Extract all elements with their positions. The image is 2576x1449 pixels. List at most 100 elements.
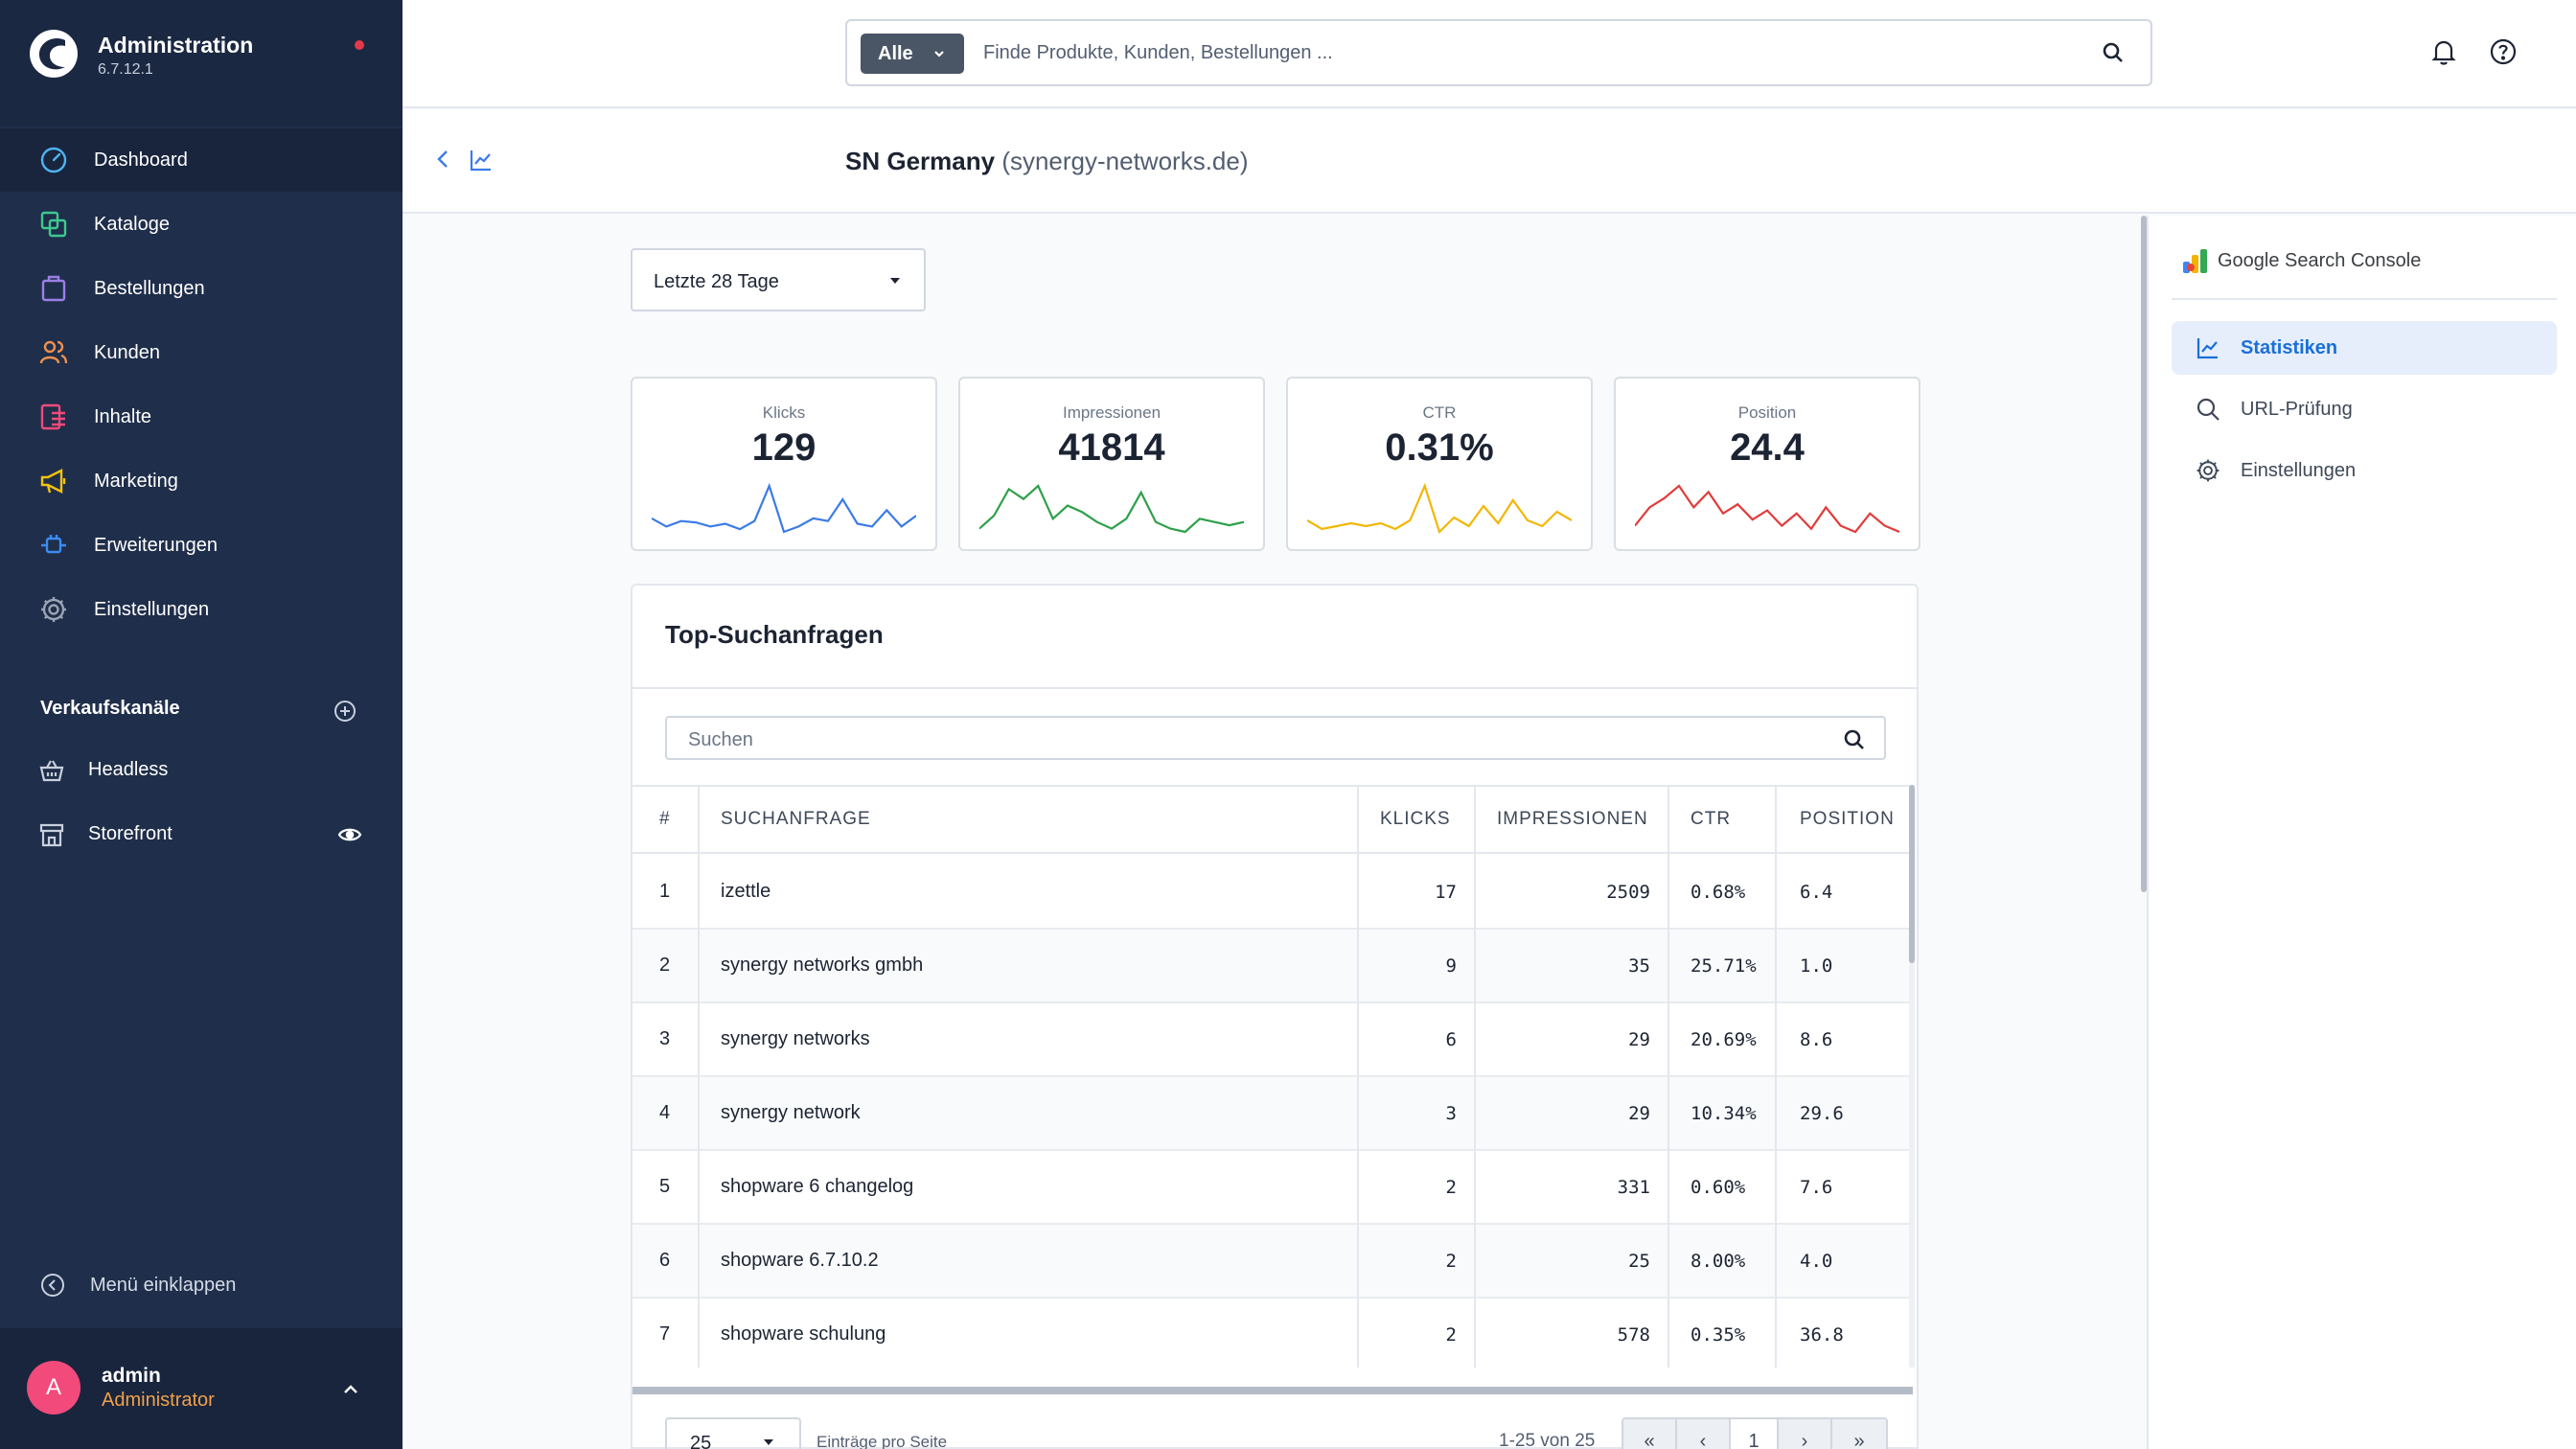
add-circle-icon[interactable] [334, 700, 356, 723]
eye-icon[interactable] [337, 825, 362, 844]
sidebar-item-kataloge[interactable]: Kataloge [0, 193, 402, 256]
app-version: 6.7.12.1 [98, 61, 153, 78]
gear-icon [41, 597, 66, 622]
table-row[interactable]: 3 synergy networks 6 29 20.69% 8.6 [632, 1003, 1913, 1077]
cell-query: shopware 6.7.10.2 [721, 1250, 879, 1271]
global-search[interactable]: Alle Finde Produkte, Kunden, Bestellunge… [845, 19, 2152, 86]
cell-impressions: 29 [1628, 1102, 1650, 1124]
sidebar-item-label: Kataloge [94, 213, 170, 235]
sidebar-item-dashboard[interactable]: Dashboard [0, 128, 402, 192]
page-scrollbar[interactable] [2141, 216, 2147, 892]
gear-icon [2196, 459, 2220, 482]
collapse-menu-button[interactable]: Menü einklappen [0, 1255, 402, 1313]
horizontal-scrollbar[interactable] [632, 1387, 1913, 1394]
table-row[interactable]: 7 shopware schulung 2 578 0.35% 36.8 [632, 1299, 1913, 1368]
cell-ctr: 10.34% [1690, 1102, 1757, 1124]
search-type-dropdown[interactable]: Alle [861, 34, 964, 74]
stat-card-impressionen[interactable]: Impressionen 41814 [958, 377, 1265, 551]
sidebar-item-inhalte[interactable]: Inhalte [0, 385, 402, 448]
cell-clicks: 9 [1445, 954, 1457, 977]
next-page-button[interactable]: › [1779, 1419, 1832, 1449]
stat-card-position[interactable]: Position 24.4 [1614, 377, 1920, 551]
column-header-position[interactable]: POSITION [1800, 809, 1895, 829]
column-header-clicks[interactable]: KLICKS [1380, 809, 1451, 829]
column-header-index[interactable]: # [659, 809, 671, 829]
chevron-left-icon[interactable] [431, 147, 456, 172]
chevron-up-icon[interactable] [339, 1378, 362, 1401]
cell-query: shopware 6 changelog [721, 1176, 914, 1197]
cell-impressions: 25 [1628, 1250, 1650, 1272]
chevron-left-circle-icon [41, 1274, 64, 1297]
sidebar-item-bestellungen[interactable]: Bestellungen [0, 257, 402, 320]
users-icon [39, 340, 68, 364]
sparkline-series [979, 484, 1244, 534]
cell-clicks: 6 [1445, 1028, 1457, 1050]
vertical-scrollbar[interactable] [1909, 785, 1915, 1368]
stat-card-klicks[interactable]: Klicks 129 [631, 377, 937, 551]
sidebar-item-einstellungen[interactable]: Einstellungen [0, 578, 402, 641]
column-divider [1474, 787, 1476, 1368]
cell-position: 4.0 [1800, 1250, 1833, 1272]
column-divider [1668, 787, 1669, 1368]
google-search-console-logo-icon [2183, 249, 2207, 273]
sidebar-item-label: Kunden [94, 341, 160, 363]
cell-clicks: 2 [1445, 1176, 1457, 1198]
cell-clicks: 2 [1445, 1250, 1457, 1272]
panel-item-einstellungen[interactable]: Einstellungen [2172, 444, 2557, 497]
cell-index: 1 [659, 881, 671, 902]
table-row[interactable]: 5 shopware 6 changelog 2 331 0.60% 7.6 [632, 1151, 1913, 1225]
per-page-select[interactable]: 25 [665, 1417, 801, 1449]
last-page-button[interactable]: » [1832, 1419, 1886, 1449]
search-icon[interactable] [2101, 40, 2126, 65]
table-row[interactable]: 4 synergy network 3 29 10.34% 29.6 [632, 1077, 1913, 1151]
column-divider [1357, 787, 1359, 1368]
sidebar-item-marketing[interactable]: Marketing [0, 449, 402, 513]
cell-position: 8.6 [1800, 1028, 1833, 1050]
cell-ctr: 0.60% [1690, 1176, 1746, 1198]
cell-impressions: 2509 [1606, 881, 1650, 903]
query-search-input[interactable]: Suchen [665, 716, 1886, 760]
cell-clicks: 3 [1445, 1102, 1457, 1124]
cell-query: synergy networks [721, 1028, 870, 1049]
column-header-ctr[interactable]: CTR [1690, 809, 1732, 829]
scrollbar-thumb[interactable] [1909, 785, 1915, 963]
bag-icon [41, 275, 66, 302]
table-row[interactable]: 1 izettle 17 2509 0.68% 6.4 [632, 856, 1913, 930]
current-page-button[interactable]: 1 [1731, 1419, 1779, 1449]
stat-label: Klicks [762, 403, 806, 422]
panel-title: Google Search Console [2218, 250, 2422, 271]
table-row[interactable]: 2 synergy networks gmbh 9 35 25.71% 1.0 [632, 930, 1913, 1003]
shopware-logo-icon[interactable] [29, 29, 79, 79]
column-header-query[interactable]: SUCHANFRAGE [721, 809, 871, 829]
queries-table: # SUCHANFRAGE KLICKS IMPRESSIONEN CTR PO… [632, 785, 1913, 1368]
stat-value: 129 [751, 426, 816, 469]
user-menu[interactable]: A admin Administrator [0, 1328, 402, 1449]
search-input[interactable]: Finde Produkte, Kunden, Bestellungen ... [983, 42, 1333, 63]
megaphone-icon [40, 469, 66, 494]
panel-item-url-pruefung[interactable]: URL-Prüfung [2172, 382, 2557, 436]
sales-channel-storefront[interactable]: Storefront [0, 806, 402, 863]
prev-page-button[interactable]: ‹ [1677, 1419, 1731, 1449]
sidebar-item-kunden[interactable]: Kunden [0, 321, 402, 384]
page-header: SN Germany (synergy-networks.de) [402, 110, 2576, 214]
top-header: Alle Finde Produkte, Kunden, Bestellunge… [402, 0, 2576, 108]
search-icon[interactable] [1842, 727, 1867, 752]
sidebar-item-erweiterungen[interactable]: Erweiterungen [0, 514, 402, 577]
column-divider [1775, 787, 1777, 1368]
column-header-impressions[interactable]: IMPRESSIONEN [1497, 809, 1648, 829]
cell-query: izettle [721, 881, 771, 902]
sales-channel-headless[interactable]: Headless [0, 742, 402, 799]
bell-icon[interactable] [2428, 36, 2459, 67]
first-page-button[interactable]: « [1623, 1419, 1677, 1449]
table-row[interactable]: 6 shopware 6.7.10.2 2 25 8.00% 4.0 [632, 1225, 1913, 1299]
date-range-value: Letzte 28 Tage [654, 271, 779, 292]
cell-clicks: 2 [1445, 1323, 1457, 1346]
dashboard-icon [40, 147, 67, 173]
cell-position: 1.0 [1800, 954, 1833, 977]
plug-icon [41, 535, 66, 554]
stat-card-ctr[interactable]: CTR 0.31% [1286, 377, 1593, 551]
panel-item-statistiken[interactable]: Statistiken [2172, 321, 2557, 375]
cell-ctr: 0.68% [1690, 881, 1746, 903]
date-range-select[interactable]: Letzte 28 Tage [631, 248, 926, 311]
help-icon[interactable] [2488, 36, 2518, 67]
